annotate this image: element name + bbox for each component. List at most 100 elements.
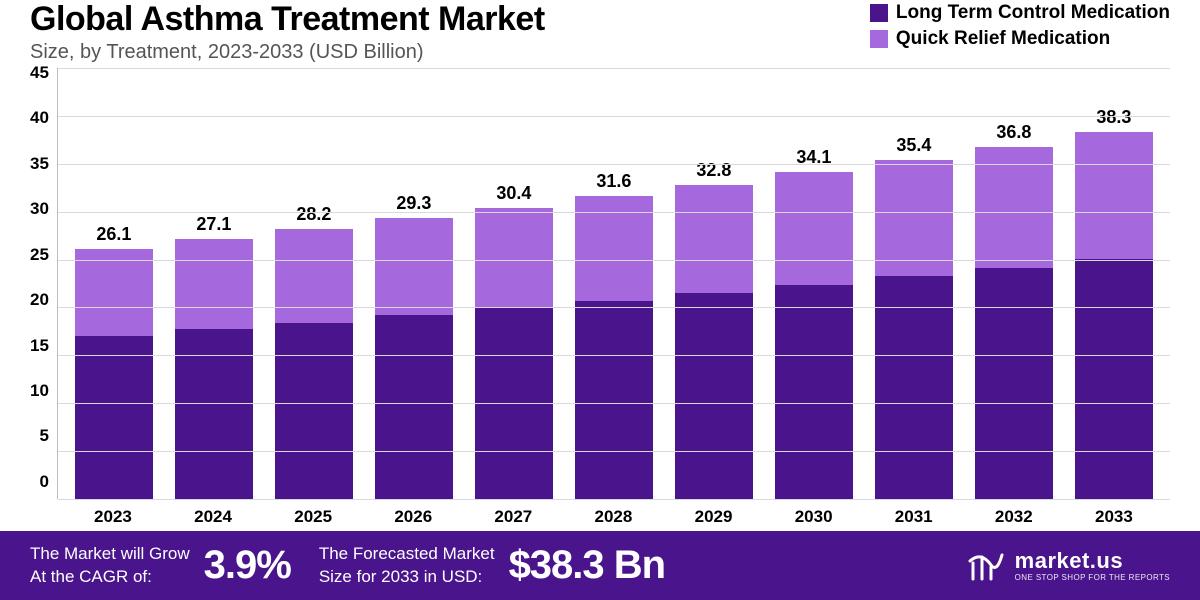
bar-total-label: 36.8 xyxy=(996,122,1031,143)
grid-line xyxy=(58,260,1170,261)
x-tick-label: 2024 xyxy=(174,507,252,527)
bar-segment xyxy=(875,160,953,276)
x-tick-label: 2032 xyxy=(975,507,1053,527)
forecast-label-line2: Size for 2033 in USD: xyxy=(319,566,495,588)
bar-total-label: 26.1 xyxy=(96,224,131,245)
y-tick-label: 20 xyxy=(30,295,49,305)
brand-block: market.us ONE STOP SHOP FOR THE REPORTS xyxy=(967,549,1170,583)
header: Global Asthma Treatment Market Size, by … xyxy=(0,0,1200,64)
legend-label: Quick Relief Medication xyxy=(896,28,1110,50)
bar-stack xyxy=(975,147,1053,499)
x-tick-label: 2026 xyxy=(374,507,452,527)
bar-total-label: 31.6 xyxy=(596,171,631,192)
bar-total-label: 27.1 xyxy=(196,214,231,235)
y-tick-label: 10 xyxy=(30,386,49,396)
grid-line xyxy=(58,212,1170,213)
forecast-label-line1: The Forecasted Market xyxy=(319,543,495,565)
y-axis: 454035302520151050 xyxy=(30,68,57,487)
legend-item: Quick Relief Medication xyxy=(870,28,1170,50)
bar-group: 35.4 xyxy=(874,135,954,499)
y-tick-label: 15 xyxy=(30,341,49,351)
bar-stack xyxy=(475,208,553,499)
bar-segment xyxy=(1075,132,1153,258)
x-tick-label: 2027 xyxy=(474,507,552,527)
grid-line xyxy=(58,403,1170,404)
bar-segment xyxy=(575,301,653,499)
bar-group: 26.1 xyxy=(74,224,154,499)
bar-stack xyxy=(575,196,653,499)
legend-label: Long Term Control Medication xyxy=(896,2,1170,24)
x-tick-label: 2029 xyxy=(675,507,753,527)
bar-segment xyxy=(375,218,453,315)
brand-tagline: ONE STOP SHOP FOR THE REPORTS xyxy=(1015,574,1170,582)
bar-segment xyxy=(675,185,753,293)
bar-segment xyxy=(275,323,353,499)
legend-item: Long Term Control Medication xyxy=(870,2,1170,24)
brand-text: market.us ONE STOP SHOP FOR THE REPORTS xyxy=(1015,550,1170,582)
bar-segment xyxy=(275,229,353,323)
x-tick-label: 2025 xyxy=(274,507,352,527)
chart-area: 454035302520151050 26.127.128.229.330.43… xyxy=(0,64,1200,527)
cagr-label: The Market will Grow At the CAGR of: xyxy=(30,543,190,587)
legend: Long Term Control Medication Quick Relief… xyxy=(870,0,1170,50)
x-tick-label: 2033 xyxy=(1075,507,1153,527)
title-block: Global Asthma Treatment Market Size, by … xyxy=(30,0,870,64)
x-tick-label: 2030 xyxy=(775,507,853,527)
bar-segment xyxy=(75,249,153,336)
bar-segment xyxy=(875,276,953,499)
bar-total-label: 34.1 xyxy=(796,147,831,168)
bar-segment xyxy=(175,239,253,328)
bar-stack xyxy=(275,229,353,499)
y-tick-label: 40 xyxy=(30,113,49,123)
legend-swatch xyxy=(870,4,888,22)
brand-name: market.us xyxy=(1015,550,1170,572)
bar-segment xyxy=(375,315,453,499)
grid-line xyxy=(58,499,1170,500)
bar-stack xyxy=(75,249,153,499)
bar-group: 38.3 xyxy=(1074,107,1154,499)
chart-subtitle: Size, by Treatment, 2023-2033 (USD Billi… xyxy=(30,41,870,64)
grid-line xyxy=(58,68,1170,69)
bar-group: 27.1 xyxy=(174,214,254,499)
forecast-block: The Forecasted Market Size for 2033 in U… xyxy=(319,543,665,588)
bar-segment xyxy=(75,336,153,499)
x-axis: 2023 2024 2025 2026 2027 2028 2029 2030 2031 2032… xyxy=(57,499,1170,527)
chart-container: Global Asthma Treatment Market Size, by … xyxy=(0,0,1200,600)
bar-total-label: 30.4 xyxy=(496,183,531,204)
bar-segment xyxy=(675,293,753,499)
bar-stack xyxy=(1075,132,1153,499)
y-tick-label: 30 xyxy=(30,204,49,214)
bar-group: 31.6 xyxy=(574,171,654,499)
x-tick-label: 2023 xyxy=(74,507,152,527)
grid-line xyxy=(58,307,1170,308)
cagr-label-line2: At the CAGR of: xyxy=(30,566,190,588)
chart-title: Global Asthma Treatment Market xyxy=(30,0,870,39)
grid-line xyxy=(58,164,1170,165)
bar-segment xyxy=(1075,259,1153,499)
grid-line xyxy=(58,355,1170,356)
bar-stack xyxy=(775,172,853,499)
bar-total-label: 35.4 xyxy=(896,135,931,156)
bar-segment xyxy=(475,208,553,309)
bars: 26.127.128.229.330.431.632.834.135.436.8… xyxy=(58,68,1170,499)
footer-band: The Market will Grow At the CAGR of: 3.9… xyxy=(0,527,1200,600)
x-tick-label: 2028 xyxy=(574,507,652,527)
bar-total-label: 28.2 xyxy=(296,204,331,225)
bar-segment xyxy=(175,329,253,499)
brand-logo-icon xyxy=(967,549,1005,583)
grid-line xyxy=(58,116,1170,117)
y-tick-label: 0 xyxy=(39,477,48,487)
bar-group: 34.1 xyxy=(774,147,854,499)
bar-group: 36.8 xyxy=(974,122,1054,499)
bar-total-label: 38.3 xyxy=(1096,107,1131,128)
cagr-label-line1: The Market will Grow xyxy=(30,543,190,565)
bar-segment xyxy=(975,268,1053,499)
forecast-label: The Forecasted Market Size for 2033 in U… xyxy=(319,543,495,587)
x-tick-label: 2031 xyxy=(875,507,953,527)
grid-line xyxy=(58,451,1170,452)
legend-swatch xyxy=(870,30,888,48)
bar-segment xyxy=(775,285,853,499)
bar-segment xyxy=(775,172,853,285)
y-tick-label: 5 xyxy=(39,431,48,441)
bar-stack xyxy=(175,239,253,499)
